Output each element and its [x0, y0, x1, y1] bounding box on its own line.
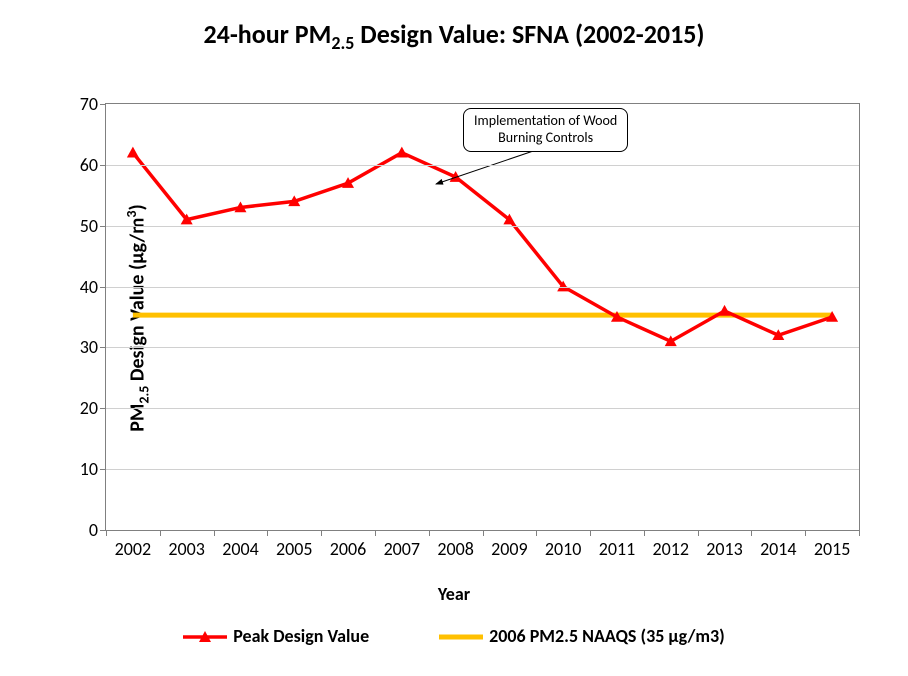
data-marker	[396, 147, 408, 158]
chart-title: 24-hour PM2.5 Design Value: SFNA (2002-2…	[0, 18, 908, 54]
y-tickmark	[100, 408, 106, 409]
x-tickmark	[805, 530, 806, 536]
chart-title-range: (2002-2015)	[575, 18, 705, 50]
x-tickmark	[160, 530, 161, 536]
x-tickmark	[859, 530, 860, 536]
x-tickmark	[751, 530, 752, 536]
data-marker	[719, 305, 731, 316]
gridline	[106, 287, 859, 288]
x-tickmark	[644, 530, 645, 536]
annotation-line1: Implementation of Wood	[474, 112, 617, 129]
y-tick-label: 40	[80, 276, 98, 298]
x-tickmark	[106, 530, 107, 536]
x-tick-label: 2009	[491, 538, 528, 560]
x-tickmark	[536, 530, 537, 536]
legend-item: 2006 PM2.5 NAAQS (35 µg/m3)	[439, 625, 725, 647]
annotation-line2: Burning Controls	[498, 129, 593, 146]
x-tickmark	[214, 530, 215, 536]
y-tickmark	[100, 165, 106, 166]
gridline	[106, 469, 859, 470]
y-tick-label: 20	[80, 397, 98, 419]
gridline	[106, 165, 859, 166]
x-tickmark	[375, 530, 376, 536]
legend-swatch	[183, 629, 227, 645]
y-tick-label: 70	[80, 93, 98, 115]
y-tick-label: 10	[80, 458, 98, 480]
x-tick-label: 2010	[545, 538, 582, 560]
annotation-callout: Implementation of Wood Burning Controls	[463, 108, 628, 152]
y-tick-label: 60	[80, 154, 98, 176]
x-tickmark	[483, 530, 484, 536]
x-tick-label: 2008	[437, 538, 474, 560]
y-tickmark	[100, 469, 106, 470]
x-tickmark	[590, 530, 591, 536]
y-tickmark	[100, 104, 106, 105]
y-tickmark	[100, 347, 106, 348]
x-tick-label: 2014	[760, 538, 797, 560]
x-tick-label: 2013	[706, 538, 743, 560]
plot-area: Implementation of Wood Burning Controls …	[105, 103, 860, 531]
x-tick-label: 2012	[653, 538, 690, 560]
legend-item: Peak Design Value	[183, 625, 369, 647]
legend-label: Peak Design Value	[233, 625, 369, 647]
legend-label: 2006 PM2.5 NAAQS (35 µg/m3)	[489, 625, 725, 647]
y-tickmark	[100, 287, 106, 288]
x-tickmark	[321, 530, 322, 536]
x-tick-label: 2006	[330, 538, 367, 560]
gridline	[106, 408, 859, 409]
chart-title-main: 24-hour PM2.5 Design Value: SFNA	[203, 18, 574, 50]
x-axis-title: Year	[438, 583, 470, 605]
y-tickmark	[100, 226, 106, 227]
x-tickmark	[267, 530, 268, 536]
y-tick-label: 30	[80, 336, 98, 358]
gridline	[106, 226, 859, 227]
y-tick-label: 50	[80, 215, 98, 237]
x-tick-label: 2005	[276, 538, 313, 560]
legend: Peak Design Value 2006 PM2.5 NAAQS (35 µg…	[0, 623, 908, 647]
x-tick-label: 2015	[814, 538, 851, 560]
x-tick-label: 2011	[599, 538, 636, 560]
x-tick-label: 2003	[168, 538, 205, 560]
x-tick-label: 2007	[384, 538, 421, 560]
data-marker	[127, 147, 139, 158]
gridline	[106, 347, 859, 348]
x-tick-label: 2002	[115, 538, 152, 560]
x-tick-label: 2004	[222, 538, 259, 560]
x-tickmark	[698, 530, 699, 536]
x-tickmark	[429, 530, 430, 536]
y-tick-label: 0	[89, 519, 98, 541]
legend-swatch	[439, 629, 483, 645]
series-svg	[106, 104, 859, 530]
